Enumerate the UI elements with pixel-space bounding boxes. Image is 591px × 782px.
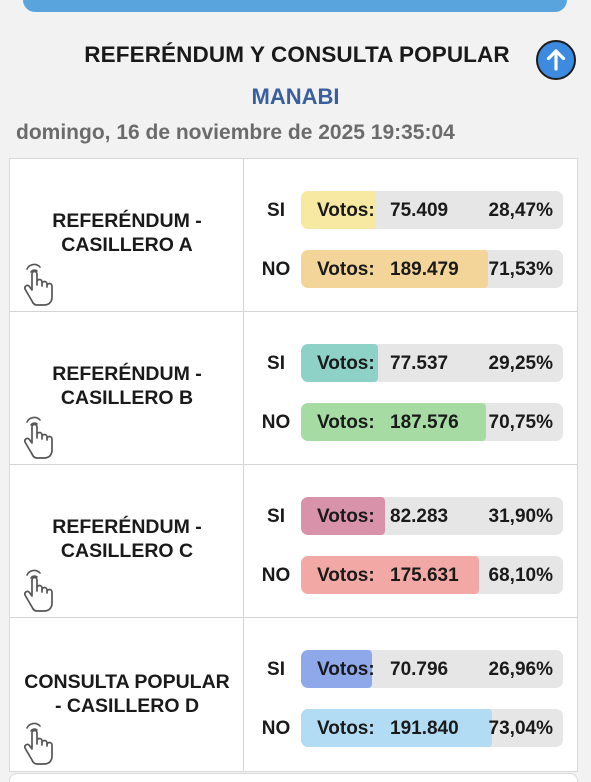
progress-bar: Votos: 82.283 31,90%	[301, 497, 563, 535]
hand-pointer-icon[interactable]	[20, 720, 58, 766]
progress-bar: Votos: 77.537 29,25%	[301, 344, 563, 382]
result-row-no: NO Votos: 191.840 73,04%	[244, 709, 579, 749]
votes-label: Votos:	[317, 565, 375, 586]
card-title-cell[interactable]: REFERÉNDUM - CASILLERO A	[10, 159, 244, 311]
option-label: NO	[261, 718, 291, 739]
votes-label: Votos:	[317, 353, 375, 374]
vote-count: 187.576	[390, 412, 459, 433]
vote-percent: 28,47%	[488, 200, 553, 221]
result-row-no: NO Votos: 175.631 68,10%	[244, 556, 579, 596]
progress-fill	[301, 344, 378, 382]
progress-fill	[301, 403, 487, 441]
hand-pointer-icon[interactable]	[20, 414, 58, 460]
result-row-si: SI Votos: 70.796 26,96%	[244, 650, 579, 690]
votes-label: Votos:	[317, 259, 375, 280]
result-row-si: SI Votos: 75.409 28,47%	[244, 191, 579, 231]
vote-percent: 31,90%	[488, 506, 553, 527]
progress-bar: Votos: 75.409 28,47%	[301, 191, 563, 229]
card-title: CONSULTA POPULAR - CASILLERO D	[24, 671, 230, 717]
vote-count: 75.409	[390, 200, 449, 221]
card-title: REFERÉNDUM - CASILLERO B	[52, 363, 202, 409]
card-title-cell[interactable]: REFERÉNDUM - CASILLERO B	[10, 312, 244, 464]
progress-fill	[301, 556, 480, 594]
results-list: REFERÉNDUM - CASILLERO A SI Votos: 75.409 2…	[9, 158, 578, 772]
vote-percent: 68,10%	[488, 565, 553, 586]
vote-count: 191.840	[390, 718, 459, 739]
scroll-up-button[interactable]	[536, 40, 576, 80]
vote-count: 70.796	[390, 659, 449, 680]
vote-text: Votos: 70.796	[317, 659, 448, 681]
votes-label: Votos:	[317, 506, 375, 527]
progress-fill	[301, 191, 376, 229]
progress-fill	[301, 709, 493, 747]
vote-text: Votos: 82.283	[317, 506, 448, 528]
page-title: REFERÉNDUM Y CONSULTA POPULAR	[84, 42, 510, 67]
progress-bar: Votos: 187.576 70,75%	[301, 403, 563, 441]
hand-pointer-icon[interactable]	[20, 567, 58, 613]
option-label: SI	[267, 659, 285, 680]
vote-text: Votos: 191.840	[317, 718, 459, 740]
progress-bar: Votos: 189.479 71,53%	[301, 250, 563, 288]
result-card: REFERÉNDUM - CASILLERO A SI Votos: 75.409 2…	[10, 159, 577, 312]
votes-label: Votos:	[317, 659, 375, 680]
result-row-si: SI Votos: 77.537 29,25%	[244, 344, 579, 384]
vote-count: 175.631	[390, 565, 459, 586]
vote-percent: 29,25%	[488, 353, 553, 374]
header: REFERÉNDUM Y CONSULTA POPULAR MANABI dom…	[0, 26, 591, 156]
vote-text: Votos: 175.631	[317, 565, 459, 587]
vote-count: 77.537	[390, 353, 449, 374]
arrow-up-circle-icon	[546, 49, 566, 71]
progress-fill	[301, 650, 372, 688]
vote-percent: 71,53%	[488, 259, 553, 280]
card-title: REFERÉNDUM - CASILLERO A	[52, 210, 202, 256]
result-card: REFERÉNDUM - CASILLERO B SI Votos: 77.537 2…	[10, 312, 577, 465]
result-card: REFERÉNDUM - CASILLERO C SI Votos: 82.283 3…	[10, 465, 577, 618]
votes-label: Votos:	[317, 718, 375, 739]
vote-count: 82.283	[390, 506, 449, 527]
result-card: CONSULTA POPULAR - CASILLERO D SI Votos: 7…	[10, 618, 577, 771]
hand-pointer-icon[interactable]	[20, 261, 58, 307]
vote-text: Votos: 75.409	[317, 200, 448, 222]
vote-count: 189.479	[390, 259, 459, 280]
vote-text: Votos: 77.537	[317, 353, 448, 375]
progress-bar: Votos: 175.631 68,10%	[301, 556, 563, 594]
result-row-no: NO Votos: 189.479 71,53%	[244, 250, 579, 290]
option-label: NO	[261, 565, 291, 586]
option-label: SI	[267, 506, 285, 527]
vote-text: Votos: 189.479	[317, 259, 459, 281]
top-bar[interactable]	[23, 0, 567, 12]
option-label: SI	[267, 200, 285, 221]
vote-percent: 26,96%	[488, 659, 553, 680]
votes-label: Votos:	[317, 200, 375, 221]
vote-percent: 70,75%	[488, 412, 553, 433]
timestamp: domingo, 16 de noviembre de 2025 19:35:0…	[16, 121, 455, 144]
next-card	[9, 773, 578, 782]
vote-text: Votos: 187.576	[317, 412, 459, 434]
option-label: NO	[261, 259, 291, 280]
progress-bar: Votos: 70.796 26,96%	[301, 650, 563, 688]
vote-percent: 73,04%	[488, 718, 553, 739]
card-title-cell[interactable]: REFERÉNDUM - CASILLERO C	[10, 465, 244, 617]
option-label: NO	[261, 412, 291, 433]
progress-fill	[301, 497, 385, 535]
result-row-no: NO Votos: 187.576 70,75%	[244, 403, 579, 443]
region-name: MANABI	[251, 84, 340, 109]
progress-fill	[301, 250, 489, 288]
progress-bar: Votos: 191.840 73,04%	[301, 709, 563, 747]
card-title: REFERÉNDUM - CASILLERO C	[52, 516, 202, 562]
card-title-cell[interactable]: CONSULTA POPULAR - CASILLERO D	[10, 618, 244, 771]
votes-label: Votos:	[317, 412, 375, 433]
result-row-si: SI Votos: 82.283 31,90%	[244, 497, 579, 537]
option-label: SI	[267, 353, 285, 374]
